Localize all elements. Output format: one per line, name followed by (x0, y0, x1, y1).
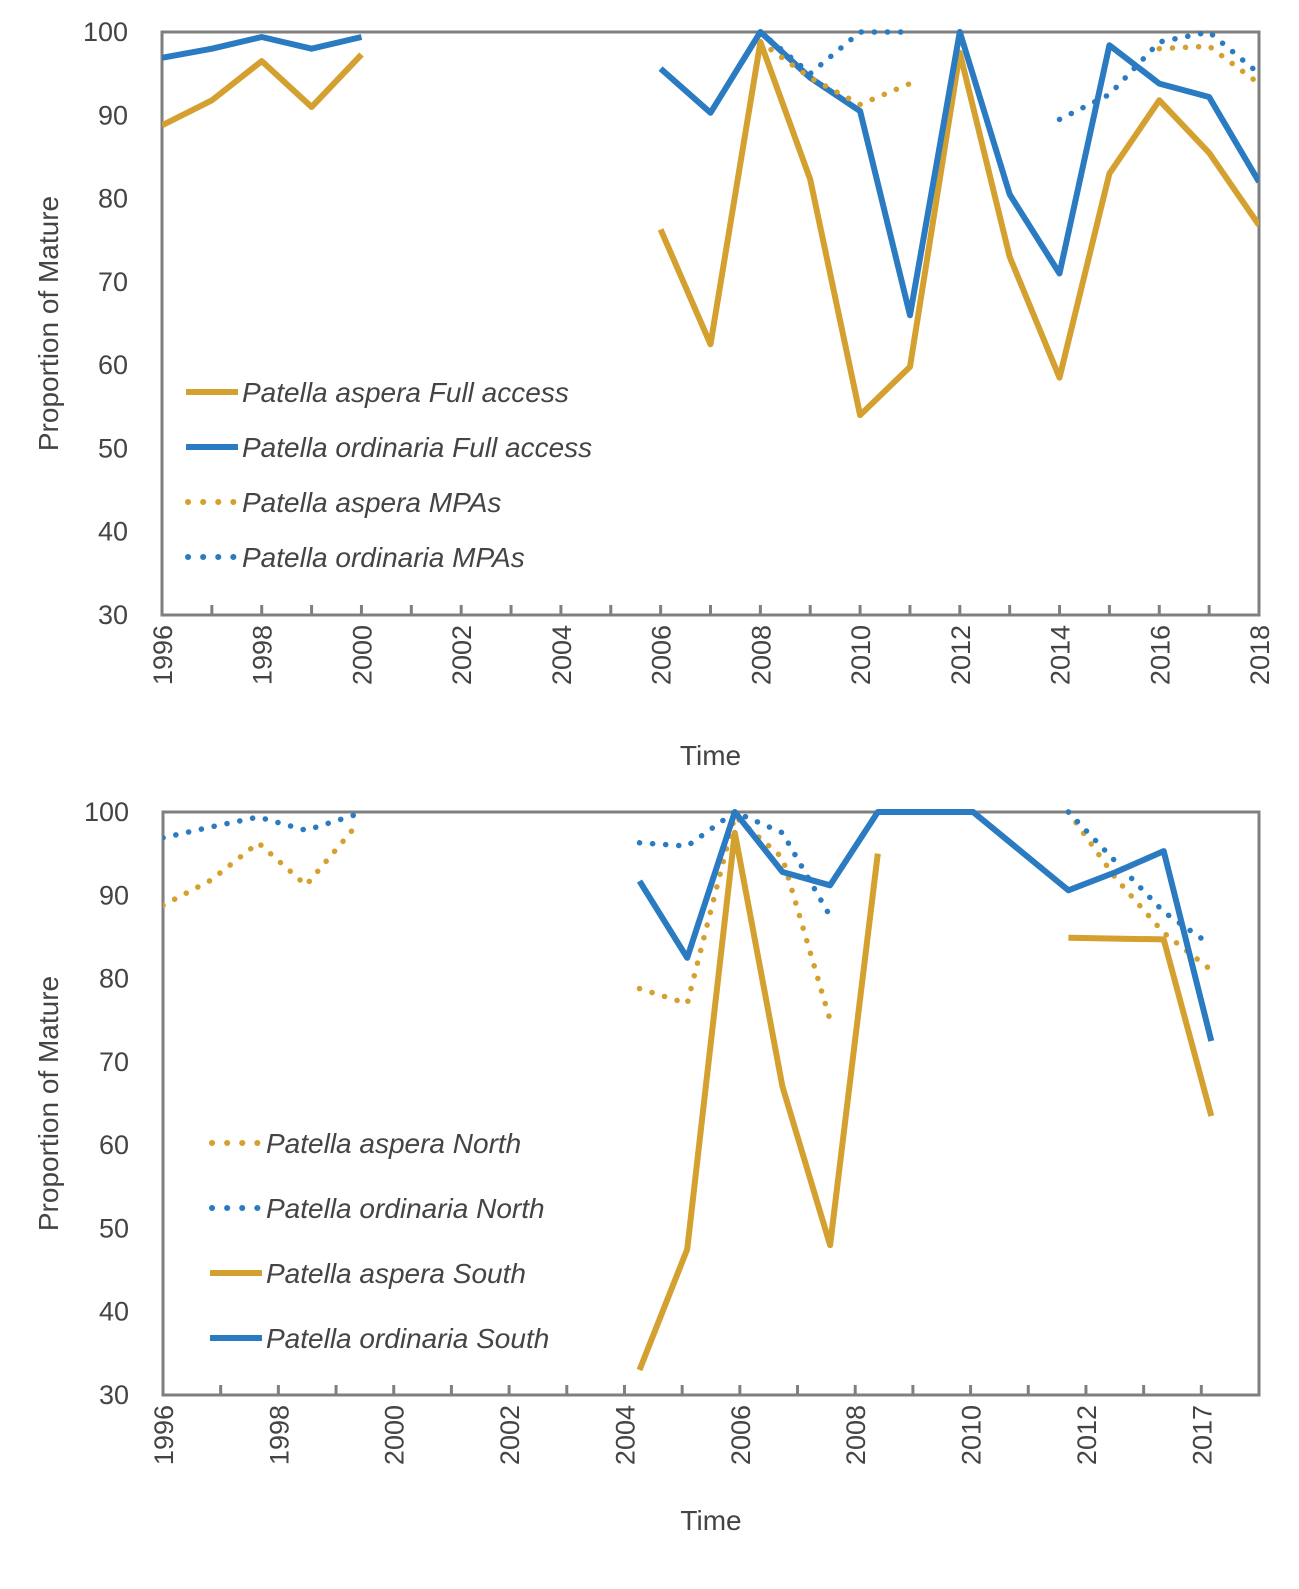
x-tick-label: 2006 (726, 1405, 756, 1465)
y-tick-label: 80 (99, 964, 129, 994)
series-line (757, 29, 913, 77)
y-tick-label: 90 (98, 100, 128, 130)
y-tick-label: 40 (98, 517, 128, 547)
x-tick-label: 2004 (610, 1405, 640, 1465)
y-tick-label: 50 (98, 433, 128, 463)
legend-label: Patella aspera South (266, 1258, 526, 1289)
chart-top: 1996 1998 2000 2002 2004 2006 2008 2010 2012 2014… (33, 17, 1275, 771)
x-tick-label: 2016 (1145, 625, 1175, 685)
series-patella-aspera-north (163, 809, 1215, 1023)
x-tick-label: 2000 (347, 625, 377, 685)
y-axis-title: Proportion of Mature (33, 196, 64, 451)
legend-label: Patella ordinaria South (266, 1323, 549, 1354)
x-tick-label: 2002 (495, 1405, 525, 1465)
x-tick-label: 2010 (846, 625, 876, 685)
x-tick-label: 1996 (148, 625, 178, 685)
series-line (658, 29, 1259, 319)
series-line (162, 52, 364, 128)
series-line (1068, 934, 1215, 1117)
series-patella-ordinaria-full-access (162, 29, 1259, 319)
legend: Patella aspera Full access Patella ordina… (185, 377, 592, 573)
y-tick-label: 80 (98, 184, 128, 214)
x-tick-label: 2010 (957, 1405, 987, 1465)
series-line (163, 825, 357, 909)
legend-label: Patella aspera North (266, 1128, 521, 1159)
series-line (162, 34, 363, 61)
x-tick-label: 2000 (380, 1405, 410, 1465)
series-line (1065, 809, 1215, 949)
y-tick-label: 90 (99, 880, 129, 910)
series-line (163, 812, 357, 841)
chart-bottom: 1996 1998 2000 2002 2004 2006 2008 2010 2012 2017… (33, 797, 1261, 1536)
x-tick-label: 1998 (264, 1405, 294, 1465)
y-tick-label: 100 (83, 17, 128, 47)
legend: Patella aspera North Patella ordinaria No… (209, 1128, 549, 1354)
series-line (636, 809, 833, 919)
x-tick-label: 2008 (841, 1405, 871, 1465)
series-patella-ordinaria-mpas (757, 29, 1259, 123)
legend-label: Patella aspera MPAs (242, 487, 501, 518)
x-tick-label: 2012 (1072, 1405, 1102, 1465)
y-axis-title: Proportion of Mature (33, 976, 64, 1231)
series-patella-aspera-south (636, 829, 1215, 1372)
legend-label: Patella aspera Full access (242, 377, 569, 408)
y-tick-label: 50 (99, 1213, 129, 1243)
y-tick-label: 70 (98, 267, 128, 297)
x-tick-label: 1998 (248, 625, 278, 685)
x-axis-title: Time (680, 1505, 741, 1536)
series-line (757, 39, 913, 108)
legend-label: Patella ordinaria MPAs (242, 542, 525, 573)
series-line (636, 829, 881, 1372)
series-line (1056, 29, 1259, 123)
y-tick-label: 30 (99, 1380, 129, 1410)
x-tick-label: 2004 (547, 625, 577, 685)
x-tick-label: 1996 (149, 1405, 179, 1465)
legend-label: Patella ordinaria North (266, 1193, 545, 1224)
series-patella-aspera-full-access (162, 39, 1259, 419)
x-tick-label: 2018 (1245, 625, 1275, 685)
legend-label: Patella ordinaria Full access (242, 432, 592, 463)
y-tick-label: 60 (99, 1130, 129, 1160)
x-tick-label: 2012 (946, 625, 976, 685)
series-patella-aspera-mpas (757, 39, 1259, 108)
x-axis-title: Time (680, 740, 741, 771)
x-tick-label: 2008 (746, 625, 776, 685)
series-line (636, 809, 1215, 1042)
y-tick-label: 40 (99, 1297, 129, 1327)
x-tick-label: 2014 (1046, 625, 1076, 685)
x-tick-label: 2002 (447, 625, 477, 685)
series-patella-ordinaria-south (636, 809, 1215, 1042)
y-tick-label: 30 (98, 600, 128, 630)
plot-frame (161, 810, 1261, 1397)
series-line (657, 39, 1259, 419)
y-tick-label: 70 (99, 1047, 129, 1077)
x-tick-label: 2006 (647, 625, 677, 685)
x-tick-label: 2017 (1187, 1405, 1217, 1465)
y-tick-label: 60 (98, 350, 128, 380)
y-tick-label: 100 (84, 797, 129, 827)
series-line (1156, 43, 1259, 87)
